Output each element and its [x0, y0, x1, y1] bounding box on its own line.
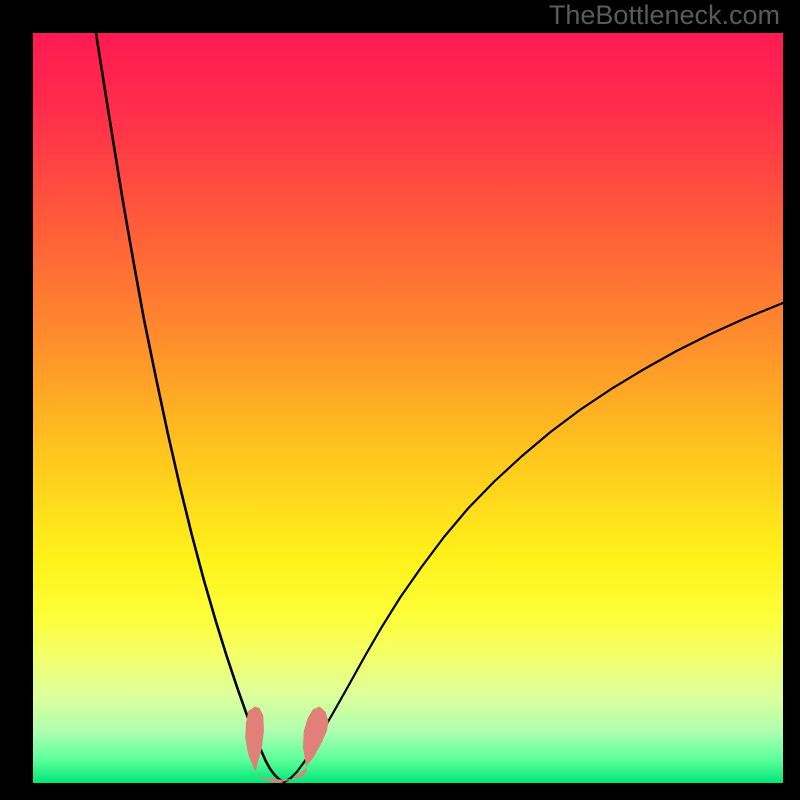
- watermark-text: TheBottleneck.com: [549, 0, 780, 31]
- gradient-background: [33, 33, 783, 783]
- plot-area: [33, 33, 783, 783]
- chart-container: TheBottleneck.com: [0, 0, 800, 800]
